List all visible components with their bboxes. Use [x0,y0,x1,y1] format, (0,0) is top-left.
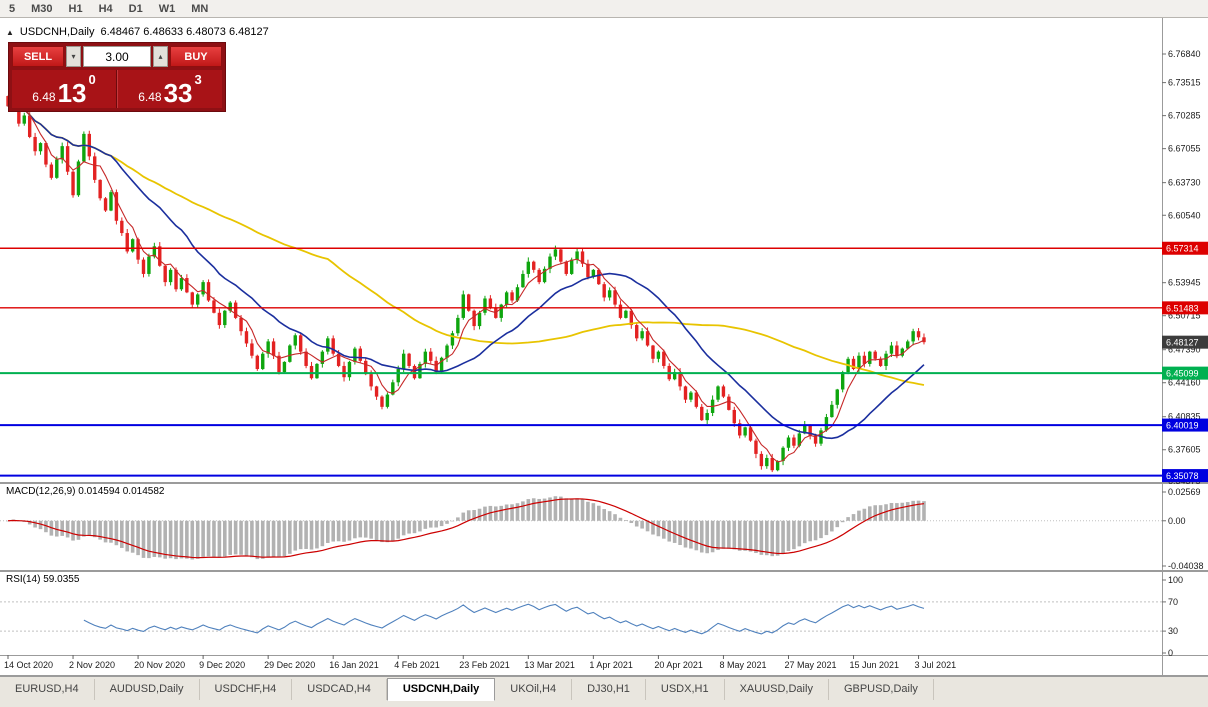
rsi-indicator: 100 70 30 0 [0,575,1183,658]
chart-tab-bar: EURUSD,H4 AUDUSD,Daily USDCHF,H4 USDCAD,H4 U… [0,676,1208,707]
rsi-indicator-label: RSI(14) 59.0355 [6,574,80,585]
price-axis-badges: 6.57314 6.51483 6.45099 6.40019 6.35078 6.481… [1162,241,1208,483]
svg-text:6.76840: 6.76840 [1168,49,1201,59]
timeframe-button-D1[interactable]: D1 [122,1,150,17]
symbol-ohlc: 6.48467 6.48633 6.48073 6.48127 [100,26,269,38]
svg-text:6.51483: 6.51483 [1166,303,1199,313]
buy-price-sup: 3 [194,72,202,87]
timeframe-toolbar: 5 M30 H1 H4 D1 W1 MN [0,0,1208,18]
chart-tab-GBPUSD-Daily[interactable]: GBPUSD,Daily [829,679,934,700]
chart-tab-DJ30-H1[interactable]: DJ30,H1 [572,679,646,700]
svg-text:-0.04038: -0.04038 [1168,561,1204,571]
horizontal-level-lines[interactable] [0,247,1162,477]
svg-text:6.35078: 6.35078 [1166,471,1199,481]
ma-line-period-5 [7,98,925,463]
chart-tab-USDX-H1[interactable]: USDX,H1 [646,679,725,700]
svg-text:30: 30 [1168,626,1178,636]
svg-text:6.44160: 6.44160 [1168,378,1201,388]
svg-text:29 Dec 2020: 29 Dec 2020 [264,660,315,670]
svg-text:6.60540: 6.60540 [1168,210,1201,220]
svg-text:2 Nov 2020: 2 Nov 2020 [69,660,115,670]
chevron-up-icon: ▴ [158,51,163,61]
chart-tab-USDCHF-H4[interactable]: USDCHF,H4 [200,679,293,700]
buy-price-button[interactable]: 6.48 33 3 [117,70,222,108]
chart-tab-USDCNH-Daily[interactable]: USDCNH,Daily [386,678,496,701]
timeframe-button-H4[interactable]: H4 [92,1,120,17]
symbol-name: USDCNH,Daily [19,26,95,38]
timeframe-button-M30[interactable]: M30 [24,1,59,17]
svg-text:100: 100 [1168,575,1183,585]
chart-tab-UKOil-H4[interactable]: UKOil,H4 [495,679,573,700]
one-click-trading-panel: SELL ▾ ▴ BUY 6.48 13 0 6.48 33 3 [8,42,226,112]
one-click-prices: 6.48 13 0 6.48 33 3 [12,70,222,108]
chart-tab-AUDUSD-Daily[interactable]: AUDUSD,Daily [95,679,200,700]
svg-text:0: 0 [1168,648,1173,658]
svg-text:14 Oct 2020: 14 Oct 2020 [4,660,53,670]
svg-text:13 Mar 2021: 13 Mar 2021 [524,660,575,670]
svg-text:6.57314: 6.57314 [1166,244,1199,254]
chart-tab-XAUUSD-Daily[interactable]: XAUUSD,Daily [725,679,829,700]
macd-indicator-label: MACD(12,26,9) 0.014594 0.014582 [6,486,165,497]
sell-price-big: 13 [57,78,87,109]
svg-text:3 Jul 2021: 3 Jul 2021 [915,660,957,670]
chart-tab-USDCAD-H4[interactable]: USDCAD,H4 [292,679,387,700]
timeframe-button-W1[interactable]: W1 [152,1,183,17]
svg-text:6.48127: 6.48127 [1166,338,1199,348]
svg-text:6.50715: 6.50715 [1168,311,1201,321]
volume-increase-button[interactable]: ▴ [153,46,168,67]
svg-text:6.63730: 6.63730 [1168,178,1201,188]
one-click-toggle-icon[interactable]: ▲ [6,27,14,37]
sell-price-prefix: 6.48 [32,90,56,104]
svg-text:0.02569: 0.02569 [1168,487,1201,497]
volume-input[interactable] [83,46,151,67]
svg-text:6.53945: 6.53945 [1168,278,1201,288]
svg-text:6.45099: 6.45099 [1166,369,1199,379]
svg-text:1 Apr 2021: 1 Apr 2021 [589,660,633,670]
svg-text:8 May 2021: 8 May 2021 [719,660,766,670]
svg-text:4 Feb 2021: 4 Feb 2021 [394,660,440,670]
svg-text:6.37605: 6.37605 [1168,445,1201,455]
chart-tab-EURUSD-H4[interactable]: EURUSD,H4 [0,679,95,700]
svg-text:20 Nov 2020: 20 Nov 2020 [134,660,185,670]
svg-text:15 Jun 2021: 15 Jun 2021 [850,660,900,670]
sell-button[interactable]: SELL [12,46,64,67]
chevron-down-icon: ▾ [71,51,76,61]
date-axis: 14 Oct 2020 2 Nov 2020 20 Nov 2020 9 Dec 20… [4,655,956,670]
svg-text:16 Jan 2021: 16 Jan 2021 [329,660,379,670]
svg-text:6.40835: 6.40835 [1168,412,1201,422]
timeframe-button-5[interactable]: 5 [2,1,22,17]
macd-indicator: 0.02569 0.00 -0.04038 [0,487,1204,571]
svg-text:0.00: 0.00 [1168,516,1186,526]
svg-text:23 Feb 2021: 23 Feb 2021 [459,660,510,670]
svg-text:6.40019: 6.40019 [1166,421,1199,431]
timeframe-button-H1[interactable]: H1 [62,1,90,17]
ma-line-period-20 [7,97,925,440]
buy-price-prefix: 6.48 [138,90,162,104]
candles [6,89,926,473]
pane-separators [0,18,1208,676]
chart-symbol-header: ▲ USDCNH,Daily 6.48467 6.48633 6.48073 6… [6,26,269,38]
svg-text:6.67055: 6.67055 [1168,144,1201,154]
svg-text:6.47390: 6.47390 [1168,345,1201,355]
buy-button[interactable]: BUY [170,46,222,67]
sell-price-button[interactable]: 6.48 13 0 [12,70,117,108]
timeframe-button-MN[interactable]: MN [184,1,215,17]
svg-text:6.70285: 6.70285 [1168,111,1201,121]
ma-line-period-60 [7,97,925,386]
svg-text:6.73515: 6.73515 [1168,78,1201,88]
buy-price-big: 33 [163,78,193,109]
one-click-controls-row: SELL ▾ ▴ BUY [12,46,222,67]
volume-decrease-button[interactable]: ▾ [66,46,81,67]
sell-price-sup: 0 [88,72,96,87]
svg-text:9 Dec 2020: 9 Dec 2020 [199,660,245,670]
svg-text:70: 70 [1168,597,1178,607]
svg-text:27 May 2021: 27 May 2021 [784,660,836,670]
svg-text:20 Apr 2021: 20 Apr 2021 [654,660,703,670]
